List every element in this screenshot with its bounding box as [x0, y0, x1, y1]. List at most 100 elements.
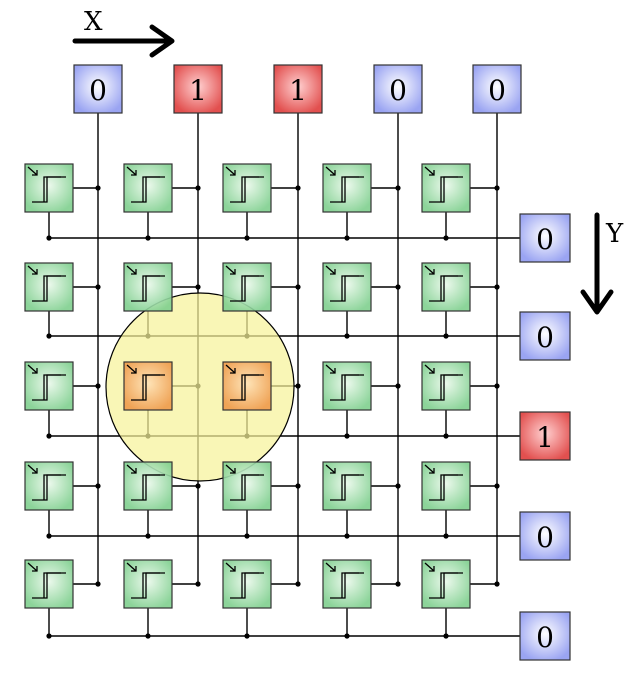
column-output: 1: [273, 64, 323, 114]
row-output: 0: [519, 311, 571, 361]
cell: [222, 559, 272, 609]
cell: [421, 163, 471, 213]
row-junction-dot: [46, 433, 52, 439]
column-output: 0: [73, 64, 123, 114]
row-junction-dot: [244, 533, 250, 539]
row-junction-dot: [443, 333, 449, 339]
column-junction-dot: [95, 581, 101, 587]
column-junction-dot: [95, 284, 101, 290]
x-axis-arrow-icon: [72, 24, 175, 58]
column-junction-dot: [295, 581, 301, 587]
comparator-step-icon: [126, 364, 165, 401]
row-output-box: [519, 511, 571, 561]
column-junction-dot: [195, 581, 201, 587]
column-junction-dot: [395, 284, 401, 290]
comparator-step-icon: [225, 166, 264, 203]
comparator-step-icon: [126, 265, 165, 302]
column-junction-dot: [295, 383, 301, 389]
column-output-box: [73, 64, 123, 114]
row-output-value: 0: [536, 521, 554, 554]
comparator-step-icon: [225, 265, 264, 302]
active-cell: [222, 361, 272, 411]
column-junction-dot: [295, 284, 301, 290]
column-junction-dot: [494, 284, 500, 290]
comparator-step-icon: [27, 265, 66, 302]
row-junction-dot: [46, 235, 52, 241]
column-junction-dot: [494, 383, 500, 389]
column-junction-dot: [195, 483, 201, 489]
comparator-step-icon: [325, 265, 364, 302]
cell: [123, 163, 173, 213]
row-output: 1: [519, 411, 571, 461]
row-junction-dot: [443, 633, 449, 639]
comparator-step-icon: [325, 166, 364, 203]
row-junction-dot: [145, 235, 151, 241]
column-junction-dot: [395, 185, 401, 191]
column-output-value: 1: [289, 74, 307, 107]
row-junction-dot: [443, 235, 449, 241]
column-junction-dot: [95, 383, 101, 389]
row-output-value: 0: [536, 621, 554, 654]
comparator-step-icon: [424, 464, 463, 501]
row-junction-dot: [244, 235, 250, 241]
column-junction-dot: [395, 483, 401, 489]
row-output-box: [519, 411, 571, 461]
column-output-box: [173, 64, 223, 114]
row-junction-dot: [46, 633, 52, 639]
row-junction-dot: [46, 533, 52, 539]
comparator-step-icon: [424, 364, 463, 401]
cell: [322, 361, 372, 411]
row-junction-dot: [443, 433, 449, 439]
cell: [421, 361, 471, 411]
cell: [421, 461, 471, 511]
comparator-step-icon: [225, 364, 264, 401]
cell: [123, 559, 173, 609]
column-junction-dot: [494, 185, 500, 191]
cell: [24, 262, 74, 312]
column-output-value: 1: [189, 74, 207, 107]
column-junction-dot: [494, 581, 500, 587]
comparator-step-icon: [325, 364, 364, 401]
comparator-step-icon: [325, 464, 364, 501]
comparator-step-icon: [325, 562, 364, 599]
row-output: 0: [519, 511, 571, 561]
cell-grid: [24, 163, 471, 609]
row-outputs: 0 0 1 0 0: [519, 213, 571, 661]
comparator-step-icon: [126, 464, 165, 501]
column-junction-dot: [195, 185, 201, 191]
cell: [222, 163, 272, 213]
comparator-step-icon: [424, 562, 463, 599]
row-junction-dot: [344, 235, 350, 241]
row-junction-dot: [344, 433, 350, 439]
cell: [421, 559, 471, 609]
comparator-step-icon: [27, 562, 66, 599]
column-outputs: 0 1 1 0 0: [73, 64, 522, 114]
cell: [24, 461, 74, 511]
column-output-box: [472, 64, 522, 114]
row-junction-dot: [344, 533, 350, 539]
comparator-step-icon: [424, 166, 463, 203]
column-junction-dot: [395, 581, 401, 587]
comparator-step-icon: [27, 166, 66, 203]
column-output-box: [273, 64, 323, 114]
cell: [24, 361, 74, 411]
row-junction-dot: [145, 533, 151, 539]
y-axis-arrow-icon: [580, 212, 614, 315]
row-junction-dot: [443, 533, 449, 539]
comparator-step-icon: [225, 464, 264, 501]
comparator-step-icon: [27, 364, 66, 401]
row-junction-dot: [344, 333, 350, 339]
cell: [123, 262, 173, 312]
cell: [222, 262, 272, 312]
column-junction-dot: [95, 185, 101, 191]
column-junction-dot: [494, 483, 500, 489]
cell: [322, 559, 372, 609]
column-output-value: 0: [89, 74, 107, 107]
row-output: 0: [519, 611, 571, 661]
column-output-box: [373, 64, 423, 114]
cell: [123, 461, 173, 511]
column-output: 0: [472, 64, 522, 114]
cell: [322, 163, 372, 213]
cell: [24, 163, 74, 213]
